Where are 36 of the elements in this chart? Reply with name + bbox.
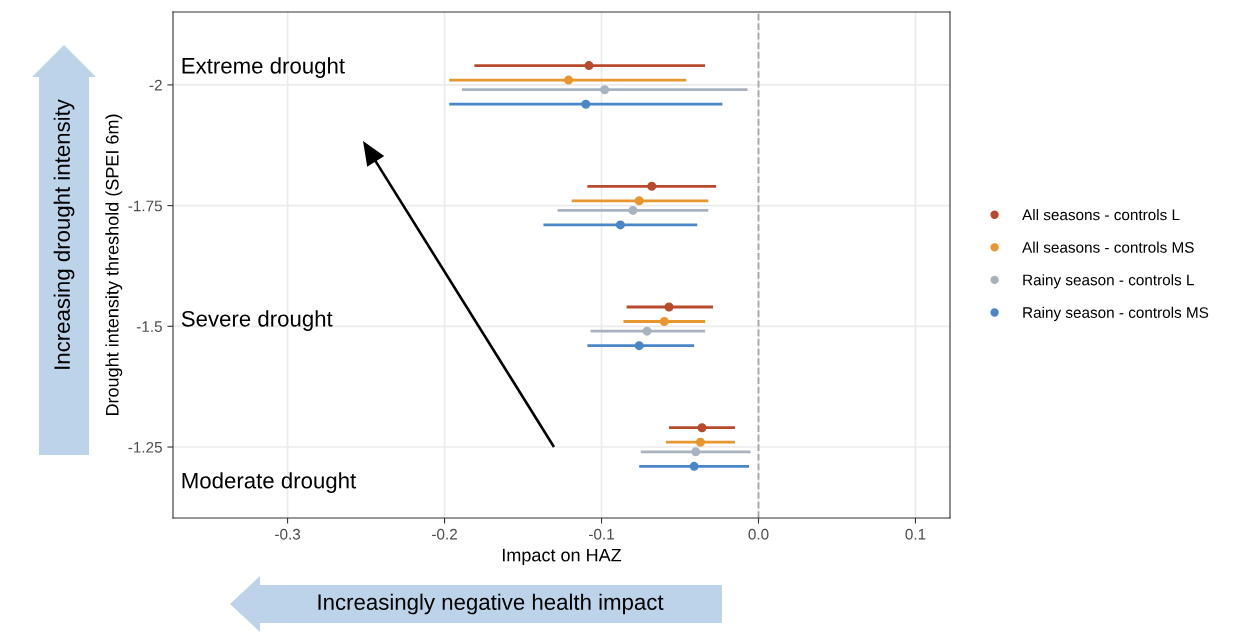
point <box>642 326 652 336</box>
point <box>664 302 674 312</box>
point <box>691 447 701 457</box>
annotation: Severe drought <box>181 310 333 332</box>
y-tick-label: -2 <box>149 79 162 91</box>
x-axis-title: Impact on HAZ <box>502 548 622 566</box>
point <box>600 85 610 95</box>
point <box>634 196 644 206</box>
point <box>689 461 699 471</box>
x-tick-label: 0.1 <box>905 528 926 540</box>
point <box>564 75 574 85</box>
point <box>584 61 594 71</box>
point <box>659 316 669 326</box>
x-tick-label: -0.3 <box>275 528 301 540</box>
point <box>695 437 705 447</box>
point <box>615 220 625 230</box>
legend-label: Rainy season - controls L <box>1023 274 1194 289</box>
y-tick-label: -1.75 <box>128 200 162 212</box>
x-tick-label: -0.1 <box>589 528 614 540</box>
y-axis-title: Drought intensity threshold (SPEI 6m) <box>105 114 123 416</box>
point <box>697 423 707 433</box>
y-tick-label: -1.5 <box>136 321 162 332</box>
x-tick-label: -0.2 <box>432 528 457 540</box>
y-tick-label: -1.25 <box>128 441 162 453</box>
point <box>634 341 644 351</box>
legend-label: All seasons - controls L <box>1022 209 1180 221</box>
point <box>581 99 591 109</box>
annotation: Moderate drought <box>182 472 357 493</box>
legend-label: Rainy season - controls MS <box>1023 306 1209 321</box>
x-tick-label: 0.0 <box>748 528 769 540</box>
point <box>647 181 657 191</box>
point <box>628 205 638 215</box>
annotation: Extreme drought <box>182 57 345 79</box>
legend-label: All seasons - controls MS <box>1022 241 1194 253</box>
text: Increasing drought intensity <box>53 99 75 369</box>
text: Increasingly negative health impact <box>318 593 664 615</box>
